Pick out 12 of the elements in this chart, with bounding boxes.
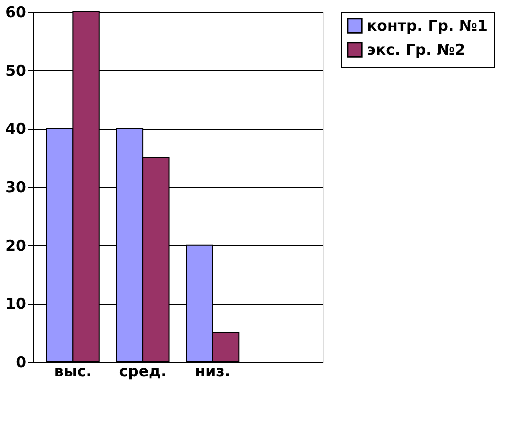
legend-label: контр. Гр. №1 [367, 17, 488, 35]
y-tick-label: 30 [6, 178, 26, 196]
y-tick-label: 0 [16, 354, 26, 372]
x-tick-label: низ. [195, 362, 231, 380]
y-tick-label: 50 [6, 62, 26, 80]
legend-label: экс. Гр. №2 [367, 41, 466, 59]
y-tick-label: 20 [6, 236, 26, 255]
x-tick-label: сред. [119, 362, 167, 380]
y-tick-label: 40 [6, 120, 26, 138]
y-tick-label: 10 [6, 295, 26, 314]
x-tick-label: выс. [54, 362, 92, 380]
y-tick-label: 60 [6, 4, 26, 22]
